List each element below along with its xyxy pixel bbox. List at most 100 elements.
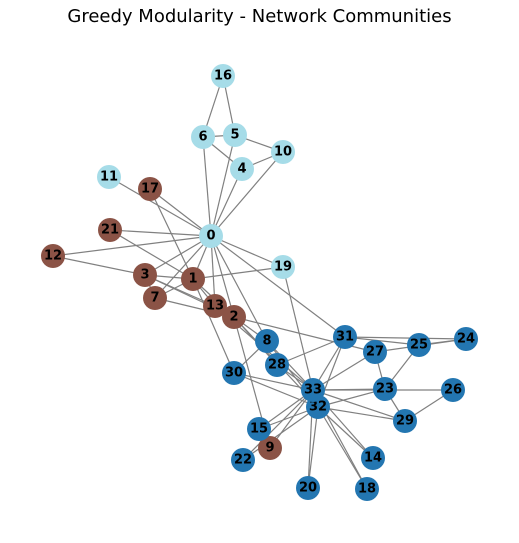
edge-0-5 xyxy=(210,134,236,237)
node-circle xyxy=(363,340,387,364)
node-circle xyxy=(333,325,357,349)
node-circle xyxy=(271,140,295,164)
edge-1-17 xyxy=(149,188,194,280)
node-circle xyxy=(143,286,167,310)
edge-0-21 xyxy=(109,229,212,237)
node-23: 23 xyxy=(373,377,397,401)
node-21: 21 xyxy=(98,218,122,242)
node-label: 16 xyxy=(214,69,232,84)
edge-0-4 xyxy=(210,168,243,237)
edge-25-31 xyxy=(344,336,420,346)
node-9: 9 xyxy=(258,436,282,460)
node-circle xyxy=(138,177,162,201)
node-label: 0 xyxy=(206,229,215,244)
edge-29-33 xyxy=(312,389,406,422)
node-20: 20 xyxy=(296,476,320,500)
node-16: 16 xyxy=(211,64,235,88)
node-2: 2 xyxy=(222,305,246,329)
edge-1-30 xyxy=(192,278,235,374)
node-circle xyxy=(231,448,255,472)
edge-0-8 xyxy=(210,235,268,342)
edge-9-33 xyxy=(269,389,314,449)
node-4: 4 xyxy=(230,157,254,181)
node-5: 5 xyxy=(223,123,247,147)
edge-1-21 xyxy=(109,229,194,280)
edge-0-11 xyxy=(108,176,212,237)
node-11: 11 xyxy=(97,165,121,189)
node-label: 22 xyxy=(234,453,252,468)
node-circle xyxy=(181,267,205,291)
edge-0-19 xyxy=(210,235,284,268)
edge-0-3 xyxy=(144,235,212,276)
node-29: 29 xyxy=(393,409,417,433)
node-8: 8 xyxy=(255,329,279,353)
edge-22-33 xyxy=(242,389,314,461)
node-label: 18 xyxy=(358,482,376,497)
node-label: 26 xyxy=(444,383,462,398)
node-10: 10 xyxy=(271,140,295,164)
edge-24-31 xyxy=(344,336,467,340)
node-circle xyxy=(355,477,379,501)
node-circle xyxy=(265,353,289,377)
node-22: 22 xyxy=(231,448,255,472)
node-13: 13 xyxy=(203,294,227,318)
edge-0-17 xyxy=(149,188,212,237)
edge-0-12 xyxy=(52,235,212,257)
node-label: 19 xyxy=(274,260,292,275)
edge-0-31 xyxy=(210,235,346,338)
node-label: 10 xyxy=(274,145,292,160)
node-label: 21 xyxy=(101,223,119,238)
node-circle xyxy=(223,123,247,147)
node-circle xyxy=(230,157,254,181)
node-label: 24 xyxy=(457,332,475,347)
node-label: 32 xyxy=(309,400,327,415)
edge-19-33 xyxy=(282,266,314,391)
node-circle xyxy=(407,333,431,357)
node-1: 1 xyxy=(181,267,205,291)
node-circle xyxy=(393,409,417,433)
node-label: 31 xyxy=(336,330,354,345)
edge-18-32 xyxy=(317,406,368,490)
node-label: 4 xyxy=(237,162,246,177)
edge-28-31 xyxy=(276,336,346,366)
node-17: 17 xyxy=(138,177,162,201)
node-6: 6 xyxy=(191,125,215,149)
node-label: 17 xyxy=(141,182,159,197)
node-label: 13 xyxy=(206,299,224,314)
node-circle xyxy=(199,224,223,248)
edge-29-32 xyxy=(317,406,406,422)
edge-30-32 xyxy=(233,372,319,408)
node-circle xyxy=(454,327,478,351)
node-15: 15 xyxy=(247,417,271,441)
edge-22-32 xyxy=(242,406,319,461)
node-24: 24 xyxy=(454,327,478,351)
node-circle xyxy=(258,436,282,460)
node-label: 12 xyxy=(44,249,62,264)
node-28: 28 xyxy=(265,353,289,377)
node-27: 27 xyxy=(363,340,387,364)
edge-30-33 xyxy=(233,372,314,391)
node-label: 28 xyxy=(268,358,286,373)
node-circle xyxy=(41,244,65,268)
node-circle xyxy=(222,305,246,329)
node-label: 30 xyxy=(225,366,243,381)
edge-0-7 xyxy=(154,235,212,299)
node-label: 9 xyxy=(265,441,274,456)
node-circle xyxy=(255,329,279,353)
node-33: 33 xyxy=(301,378,325,402)
node-label: 20 xyxy=(299,481,317,496)
node-label: 27 xyxy=(366,345,384,360)
edge-3-13 xyxy=(144,274,216,307)
node-0: 0 xyxy=(199,224,223,248)
node-label: 5 xyxy=(230,128,239,143)
node-circle xyxy=(133,263,157,287)
node-circle xyxy=(222,361,246,385)
node-label: 7 xyxy=(150,291,159,306)
node-circle xyxy=(191,125,215,149)
node-circle xyxy=(361,446,385,470)
node-label: 8 xyxy=(262,334,271,349)
node-18: 18 xyxy=(355,477,379,501)
node-label: 3 xyxy=(140,268,149,283)
node-label: 14 xyxy=(364,451,382,466)
